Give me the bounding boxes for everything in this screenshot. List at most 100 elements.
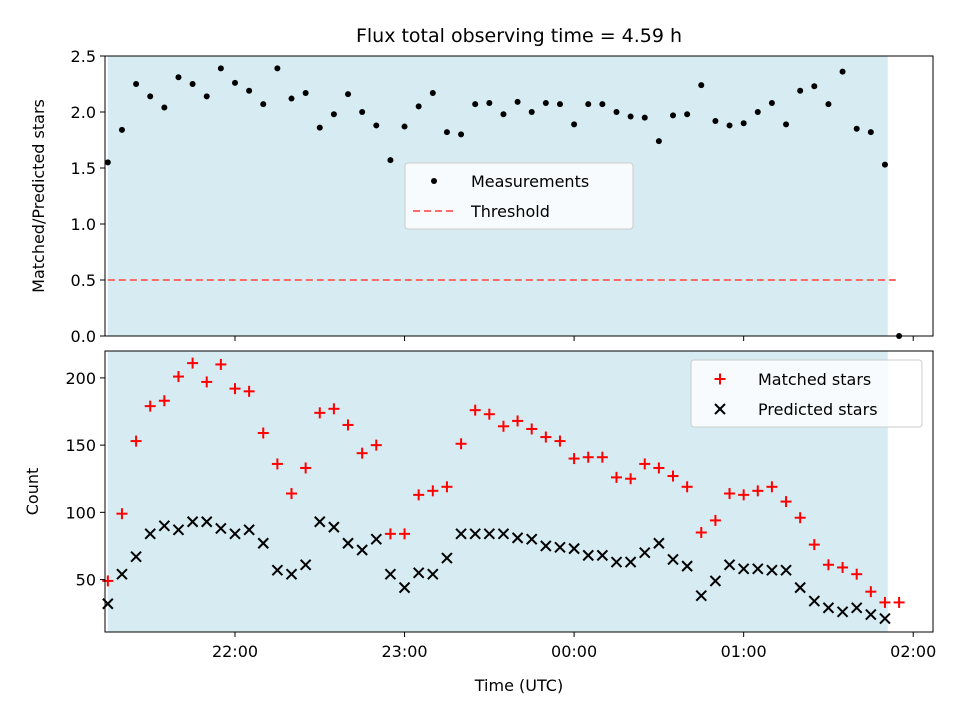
bottom-y-axis-label: Count <box>23 468 42 516</box>
cross-b <box>441 552 453 564</box>
cross-b <box>568 542 580 555</box>
cross-b <box>497 528 510 540</box>
measurement-point <box>599 101 606 108</box>
cross-b <box>412 567 425 579</box>
predicted-star-point <box>681 560 693 572</box>
cross-b <box>639 546 651 559</box>
predicted-star-point <box>667 553 679 566</box>
matched-star-point <box>681 481 693 493</box>
measurement-point <box>698 82 705 89</box>
legend-predicted-label: Predicted stars <box>758 400 878 419</box>
measurement-point <box>161 104 168 111</box>
predicted-star-point <box>596 549 609 562</box>
measurement-point <box>613 109 620 115</box>
cross-b <box>737 563 750 575</box>
matched-star-point <box>455 438 467 450</box>
matched-star-point <box>724 488 736 500</box>
matched-star-point <box>709 514 721 526</box>
predicted-star-point <box>116 568 128 580</box>
measurement-point <box>217 65 224 72</box>
predicted-star-point <box>865 608 877 621</box>
measurement-point <box>401 123 408 130</box>
predicted-star-point <box>455 528 467 540</box>
cross-b <box>780 564 792 576</box>
cross-b <box>483 528 496 540</box>
measurement-point <box>458 131 465 138</box>
cross-b <box>653 537 665 549</box>
matched-star-point <box>695 527 707 539</box>
matched-star-point <box>752 485 764 497</box>
measurement-point <box>387 157 394 164</box>
predicted-star-point <box>526 533 538 545</box>
predicted-star-point <box>201 516 213 528</box>
top-y-axis-label: Matched/Predicted stars <box>29 99 48 293</box>
chart-title: Flux total observing time = 4.59 h <box>356 25 682 47</box>
bottom-y-tick-label: 100 <box>65 503 96 522</box>
matched-star-point <box>201 376 213 388</box>
matched-star-point <box>568 453 580 465</box>
cross-b <box>342 537 354 549</box>
legend-measurements-marker <box>431 178 437 184</box>
top-y-tick-label: 2.0 <box>71 103 96 122</box>
cross-b <box>299 559 312 571</box>
predicted-star-point <box>299 559 312 571</box>
cross-b <box>229 528 241 540</box>
x-tick-label: 22:00 <box>212 642 258 661</box>
measurement-point <box>627 113 634 120</box>
cross-b <box>879 612 891 625</box>
matched-star-point <box>808 539 820 551</box>
measurement-point <box>684 111 691 118</box>
predicted-star-point <box>441 552 453 564</box>
predicted-star-point <box>794 581 806 594</box>
legend-threshold-label: Threshold <box>470 202 550 221</box>
predicted-star-point <box>780 564 792 576</box>
predicted-star-point <box>610 556 623 568</box>
predicted-star-point <box>511 532 524 544</box>
predicted-star-point <box>554 541 566 554</box>
cross-b <box>314 516 326 528</box>
matched-star-point <box>738 489 750 501</box>
matched-star-point <box>596 451 608 463</box>
top-panel: 0.0 0.5 1.0 1.5 2.0 2.5 Flux total observing … <box>29 25 934 346</box>
bottom-y-ticks: 50 100 150 200 <box>65 369 105 590</box>
predicted-star-point <box>158 520 171 532</box>
measurement-point <box>839 68 846 75</box>
predicted-star-point <box>653 537 665 549</box>
predicted-star-point <box>102 598 114 610</box>
measurement-point <box>274 65 281 72</box>
cross-b <box>102 598 114 610</box>
predicted-star-point <box>752 563 764 575</box>
predicted-star-point <box>723 559 736 571</box>
predicted-star-point <box>497 528 510 540</box>
measurement-point <box>768 100 775 107</box>
cross-b <box>526 533 538 545</box>
matched-star-point <box>116 508 128 520</box>
measurement-point <box>302 89 309 96</box>
matched-star-point <box>822 559 834 571</box>
matched-star-point <box>610 471 622 483</box>
measurement-point <box>514 98 521 105</box>
predicted-star-point <box>398 581 411 594</box>
measurement-point <box>359 109 366 115</box>
legend-measurements-label: Measurements <box>471 172 589 191</box>
predicted-star-point <box>695 589 707 602</box>
predicted-star-point <box>822 602 835 614</box>
matched-star-point <box>229 383 241 395</box>
measurement-point <box>345 91 352 98</box>
bottom-x-axis-label: Time (UTC) <box>474 676 563 695</box>
predicted-star-point <box>709 575 722 587</box>
matched-star-point <box>384 528 396 540</box>
measurement-point <box>133 81 140 87</box>
predicted-star-point <box>737 563 750 575</box>
predicted-star-point <box>879 612 891 625</box>
bottom-y-tick-label: 50 <box>76 571 96 590</box>
matched-stars-points <box>102 357 905 608</box>
measurement-point <box>429 89 436 96</box>
top-y-tick-label: 1.5 <box>71 159 96 178</box>
predicted-star-point <box>766 564 778 576</box>
matched-star-point <box>766 481 778 493</box>
matched-star-point <box>187 357 199 369</box>
cross-b <box>201 516 213 528</box>
predicted-star-point <box>850 602 863 614</box>
measurement-point <box>500 111 507 118</box>
